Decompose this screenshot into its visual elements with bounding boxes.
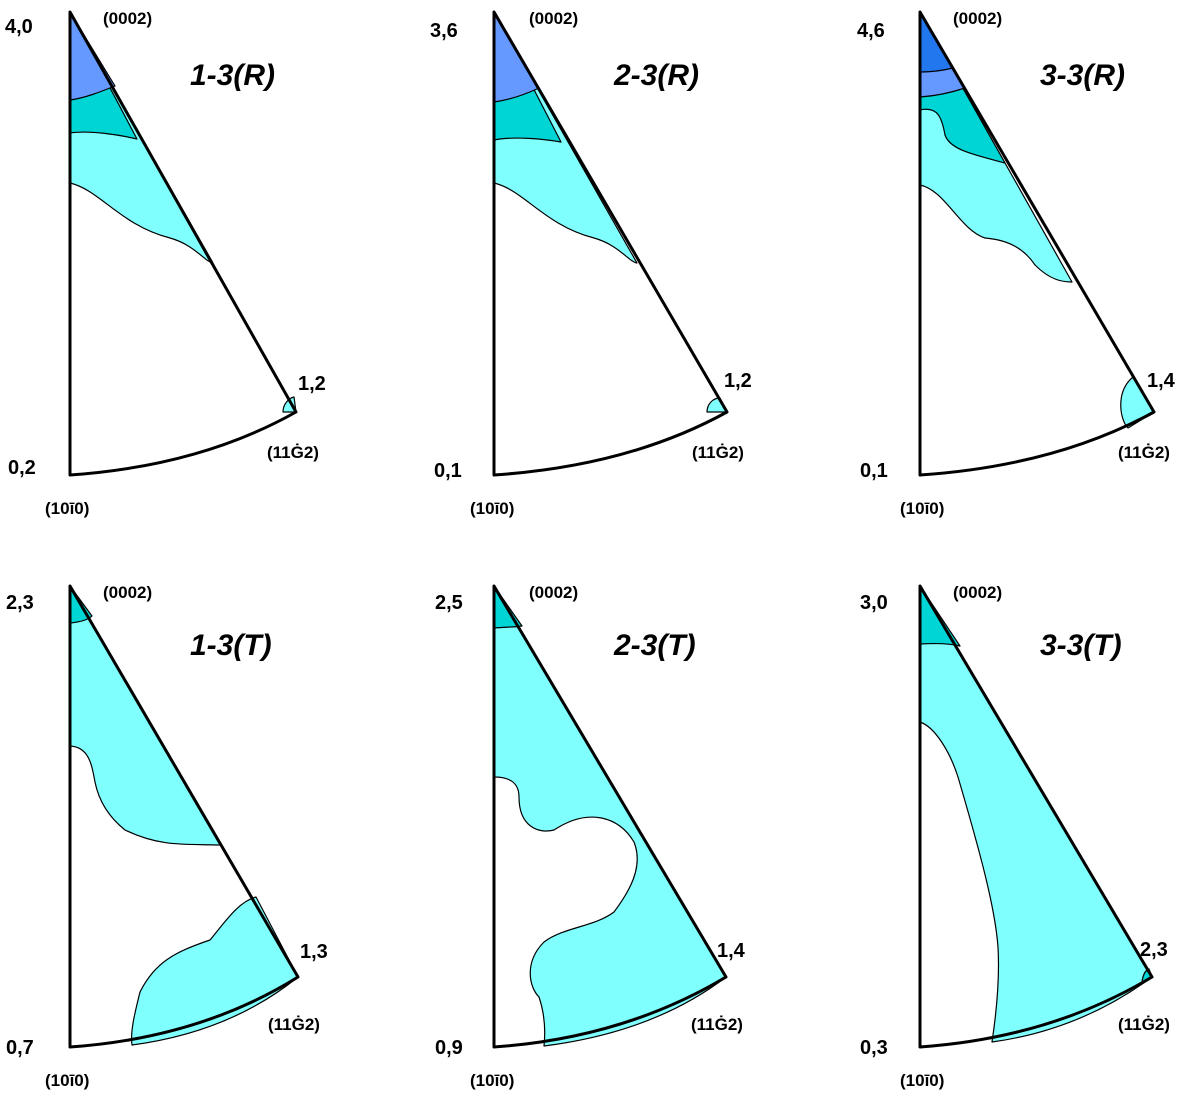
- triangle-outline: [918, 10, 1156, 477]
- pole-label-11-20: (11Ġ2): [1118, 1015, 1170, 1034]
- corner-value: 1,2: [724, 370, 752, 392]
- pole-label-0002: (0002): [529, 583, 578, 602]
- panel-title: 3-3(T): [1040, 629, 1122, 662]
- max-value: 3,6: [430, 20, 458, 42]
- corner-value: 1,2: [298, 373, 326, 395]
- corner-value: 1,4: [1147, 370, 1176, 392]
- contour-level-1b: [130, 896, 299, 1046]
- panel-title: 1-3(R): [190, 59, 275, 92]
- pole-label-11-20: (11Ġ2): [692, 443, 744, 462]
- triangle-outline: [68, 584, 300, 1049]
- panel-title: 2-3(R): [613, 59, 699, 92]
- panel-2-3r: 2-3(R) 3,6 0,1 1,2 (0002) (10ī0) (11Ġ2): [430, 9, 752, 518]
- pole-label-11-20: (11Ġ2): [268, 1015, 320, 1034]
- pole-label-0002: (0002): [953, 583, 1002, 602]
- pole-label-0002: (0002): [953, 9, 1002, 28]
- pole-label-11-20: (11Ġ2): [1118, 443, 1170, 462]
- pole-label-10-10: (10ī0): [470, 499, 514, 518]
- max-value: 3,0: [860, 592, 888, 614]
- pole-label-10-10: (10ī0): [45, 1071, 89, 1090]
- pole-label-11-20: (11Ġ2): [691, 1015, 743, 1034]
- min-value: 0,3: [860, 1037, 888, 1059]
- contour-level-1: [919, 585, 1153, 1043]
- pole-label-0002: (0002): [529, 9, 578, 28]
- corner-value: 1,4: [717, 940, 746, 962]
- triangle-outline: [68, 10, 298, 477]
- pole-label-10-10: (10ī0): [470, 1071, 514, 1090]
- min-value: 0,9: [435, 1037, 463, 1059]
- panel-title: 1-3(T): [190, 629, 272, 662]
- min-value: 0,1: [434, 460, 462, 482]
- pole-label-10-10: (10ī0): [45, 499, 89, 518]
- corner-value: 1,3: [300, 941, 328, 963]
- max-value: 2,3: [6, 592, 34, 614]
- panel-1-3t: 1-3(T) 2,3 0,7 1,3 (0002) (10ī0) (11Ġ2): [6, 583, 328, 1090]
- triangle-outline: [492, 10, 729, 477]
- min-value: 0,1: [860, 460, 888, 482]
- max-value: 2,5: [435, 592, 463, 614]
- pole-label-0002: (0002): [103, 583, 152, 602]
- panel-2-3t: 2-3(T) 2,5 0,9 1,4 (0002) (10ī0) (11Ġ2): [435, 583, 746, 1090]
- panel-3-3t: 3-3(T) 3,0 0,3 2,3 (0002) (10ī0) (11Ġ2): [860, 583, 1170, 1090]
- min-value: 0,2: [8, 457, 36, 479]
- panel-3-3r: 3-3(R) 4,6 0,1 1,4 (0002) (10ī0) (11Ġ2): [857, 9, 1176, 518]
- max-value: 4,0: [5, 16, 33, 38]
- contour-level-1: [493, 585, 727, 1047]
- pole-label-11-20: (11Ġ2): [267, 443, 319, 462]
- pole-label-0002: (0002): [103, 9, 152, 28]
- pole-label-10-10: (10ī0): [900, 499, 944, 518]
- pole-label-10-10: (10ī0): [900, 1071, 944, 1090]
- min-value: 0,7: [6, 1037, 34, 1059]
- corner-value: 2,3: [1140, 939, 1168, 961]
- max-value: 4,6: [857, 20, 885, 42]
- panel-title: 3-3(R): [1040, 59, 1125, 92]
- panel-title: 2-3(T): [613, 629, 696, 662]
- triangle-outline: [918, 584, 1154, 1049]
- triangle-outline: [492, 584, 728, 1049]
- panel-1-3r: 1-3(R) 4,0 0,2 1,2 (0002) (10ī0) (11Ġ2): [5, 9, 326, 518]
